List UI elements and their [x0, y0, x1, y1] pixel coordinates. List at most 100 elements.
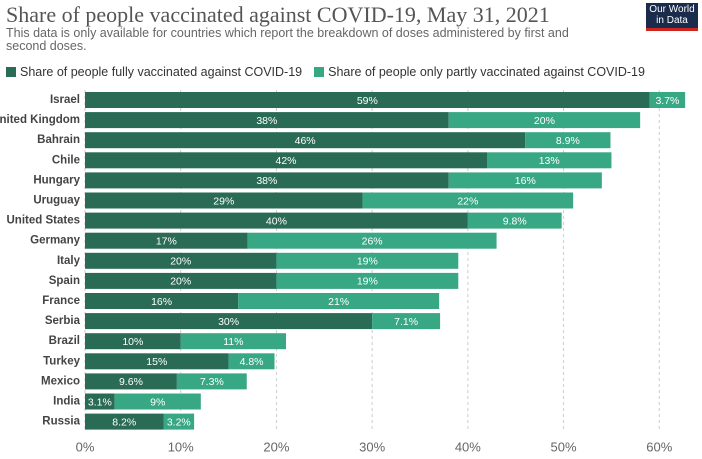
- value-label: 22%: [457, 195, 478, 207]
- y-tick-label: Turkey: [43, 355, 80, 367]
- value-label: 20%: [170, 276, 191, 288]
- value-label: 40%: [266, 215, 287, 227]
- y-tick-label: Spain: [49, 275, 80, 287]
- bar-segment: [85, 413, 164, 430]
- y-tick-label: Brazil: [49, 335, 80, 347]
- y-tick-label: Israel: [50, 94, 80, 106]
- value-label: 42%: [275, 155, 296, 167]
- value-label: 8.9%: [556, 135, 580, 147]
- value-label: 19%: [357, 256, 378, 268]
- bar-segment: [649, 92, 686, 108]
- value-label: 3.1%: [88, 396, 112, 408]
- bar-segment: [276, 272, 459, 289]
- bar-segment: [372, 313, 441, 330]
- y-tick-label: Uruguay: [33, 195, 80, 207]
- bar-segment: [176, 373, 247, 390]
- value-label: 3.2%: [167, 416, 191, 428]
- value-label: 20%: [170, 256, 191, 268]
- value-label: 4.8%: [240, 356, 264, 368]
- x-tick-label: 40%: [455, 439, 481, 454]
- bar-segment: [448, 112, 641, 129]
- bar-segment: [85, 152, 487, 169]
- bar-segment: [85, 373, 177, 390]
- y-tick-label: Chile: [52, 154, 80, 166]
- bar-segment: [114, 393, 201, 410]
- y-tick-label: Bahrain: [37, 134, 80, 146]
- value-label: 16%: [151, 296, 172, 308]
- y-tick-label: Russia: [42, 416, 80, 428]
- value-label: 20%: [534, 115, 555, 127]
- x-tick-label: 20%: [263, 439, 289, 454]
- bar-segment: [163, 413, 195, 430]
- bar-segment: [180, 333, 286, 350]
- value-label: 8.2%: [112, 416, 136, 428]
- bar-segment: [85, 272, 277, 289]
- x-tick-label: 30%: [359, 439, 385, 454]
- legend-item[interactable]: Share of people fully vaccinated against…: [6, 65, 302, 79]
- y-tick-label: United States: [7, 215, 81, 227]
- value-label: 29%: [213, 195, 234, 207]
- bar-segment: [85, 293, 239, 309]
- y-tick-label: India: [53, 396, 80, 408]
- bar-segment: [525, 132, 611, 149]
- value-label: 21%: [328, 296, 349, 308]
- y-tick-label: Germany: [30, 235, 80, 247]
- bar-segment: [276, 252, 459, 269]
- bar-segment: [85, 393, 115, 410]
- y-tick-label: Hungary: [33, 174, 80, 186]
- value-label: 7.3%: [200, 376, 224, 388]
- bar-segment: [487, 152, 612, 169]
- value-label: 17%: [156, 235, 177, 247]
- bar-segment: [85, 132, 526, 149]
- bar-segment: [85, 313, 373, 330]
- value-label: 46%: [295, 135, 316, 147]
- value-label: 10%: [122, 336, 143, 348]
- bar-segment: [85, 353, 229, 370]
- bar-segment: [85, 212, 468, 229]
- bar-segment: [247, 232, 497, 249]
- value-label: 30%: [218, 316, 239, 328]
- value-label: 26%: [362, 235, 383, 247]
- bar-segment: [228, 353, 275, 370]
- bar-segment: [85, 92, 650, 108]
- x-tick-label: 10%: [168, 439, 194, 454]
- logo[interactable]: Our World in Data: [646, 3, 698, 31]
- value-label: 11%: [223, 336, 243, 348]
- bar-segment: [85, 333, 181, 350]
- y-tick-label: Italy: [57, 255, 81, 267]
- bar-segment: [362, 192, 574, 209]
- value-label: 9.8%: [503, 215, 527, 227]
- x-tick-label: 60%: [646, 439, 672, 454]
- y-tick-label: France: [42, 295, 80, 307]
- legend: Share of people fully vaccinated against…: [6, 65, 657, 79]
- legend-swatch: [314, 67, 325, 77]
- value-label: 3.7%: [655, 95, 679, 107]
- y-tick-label: United Kingdom: [0, 114, 80, 126]
- legend-item[interactable]: Share of people only partly vaccinated a…: [314, 65, 645, 79]
- value-label: 16%: [515, 175, 536, 187]
- legend-label: Share of people fully vaccinated against…: [20, 65, 303, 79]
- y-tick-label: Serbia: [45, 315, 81, 327]
- x-tick-label: 0%: [76, 439, 95, 454]
- bar-segment: [467, 212, 562, 229]
- value-label: 19%: [357, 276, 378, 288]
- value-label: 38%: [256, 175, 277, 187]
- bar-segment: [85, 232, 248, 249]
- value-label: 38%: [256, 115, 277, 127]
- legend-label: Share of people only partly vaccinated a…: [328, 65, 645, 79]
- bar-segment: [238, 293, 440, 309]
- bar-segment: [448, 172, 602, 189]
- value-label: 9%: [150, 396, 165, 408]
- bar-segment: [85, 172, 449, 189]
- chart-subtitle: This data is only available for countrie…: [6, 26, 569, 53]
- x-tick-label: 50%: [551, 439, 577, 454]
- value-label: 7.1%: [394, 316, 418, 328]
- bar-segment: [85, 192, 363, 209]
- chart-title: Share of people vaccinated against COVID…: [6, 2, 550, 27]
- bar-segment: [85, 252, 277, 269]
- value-label: 15%: [146, 356, 167, 368]
- value-label: 13%: [539, 155, 560, 167]
- legend-swatch: [6, 67, 16, 77]
